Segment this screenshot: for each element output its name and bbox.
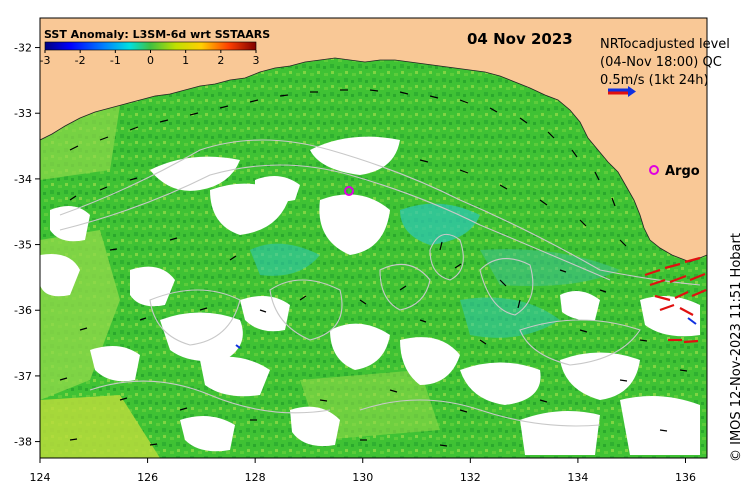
lon-tick-label: 134 (567, 471, 588, 484)
lon-tick-label: 124 (30, 471, 51, 484)
legend-vector-scale: 0.5m/s (1kt 24h) (600, 73, 709, 88)
cloud-mask (40, 136, 700, 455)
legend-vector-arrow (608, 86, 636, 97)
cool-patch-2 (250, 243, 320, 276)
colorbar-tick-label: 0 (147, 54, 154, 67)
lat-tick-label: -37 (14, 370, 32, 383)
lat-tick-label: -34 (14, 173, 32, 186)
drifter-vectors (644, 256, 707, 344)
legend-line-2: (04-Nov 18:00) QC (600, 55, 722, 70)
colorbar-tick-label: 1 (182, 54, 189, 67)
cool-patch-1 (400, 203, 480, 245)
lat-tick-label: -36 (14, 304, 32, 317)
map-plot-area (40, 18, 707, 458)
longitude-axis: 124 126 128 130 132 134 136 (30, 458, 696, 484)
current-vectors (59, 89, 688, 447)
lon-tick-label: 136 (675, 471, 696, 484)
argo-float-marker[interactable] (344, 186, 354, 196)
colorbar-tick-label: 3 (253, 54, 260, 67)
colorbar-title: SST Anomaly: L3SM-6d wrt SSTAARS (44, 28, 270, 41)
lat-tick-label: -35 (14, 239, 32, 252)
cool-patch-4 (480, 249, 620, 286)
sea-level-contours (59, 139, 701, 427)
argo-label: Argo (665, 164, 700, 179)
lon-tick-label: 126 (137, 471, 158, 484)
lat-tick-label: -33 (14, 107, 32, 120)
colorbar-tick-label: -1 (110, 54, 121, 67)
warm-patch-southwest (40, 395, 160, 458)
colorbar-tick-label: -3 (40, 54, 51, 67)
colorbar-tick-label: 2 (217, 54, 224, 67)
latitude-axis: -32 -33 -34 -35 -36 -37 -38 (14, 42, 40, 449)
lon-tick-label: 130 (352, 471, 373, 484)
land-mass (40, 18, 707, 263)
map-date: 04 Nov 2023 (467, 30, 573, 48)
colorbar: SST Anomaly: L3SM-6d wrt SSTAARS -3 -2 -1 0… (40, 28, 271, 67)
lon-tick-label: 128 (245, 471, 266, 484)
drifter-vector-blue (687, 317, 697, 325)
argo-legend: Argo (649, 164, 700, 179)
lon-tick-label: 132 (460, 471, 481, 484)
map-border (39, 17, 708, 459)
cool-patch-3 (460, 297, 560, 338)
lat-tick-label: -38 (14, 436, 32, 449)
legend: NRTocadjusted level (04-Nov 18:00) QC 0.… (600, 37, 730, 97)
legend-line-1: NRTocadjusted level (600, 37, 730, 52)
colorbar-gradient (44, 41, 257, 51)
imos-credit: © IMOS 12-Nov-2023 11:51 Hobart (729, 233, 744, 462)
colorbar-tick-label: -2 (75, 54, 86, 67)
lat-tick-label: -32 (14, 42, 32, 55)
argo-legend-icon (649, 165, 659, 175)
cold-spot (235, 344, 241, 349)
